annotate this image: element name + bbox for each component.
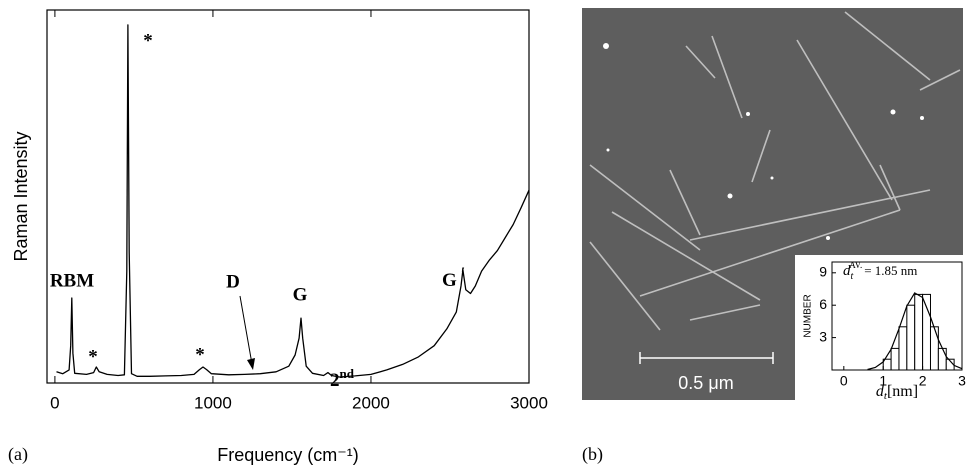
histogram-bar (929, 326, 939, 371)
plot-frame (46, 9, 530, 384)
y-tick-label: 6 (819, 296, 827, 312)
y-axis-label: NUMBER (803, 294, 814, 337)
x-axis-label: t (884, 390, 888, 402)
annotation: RBM (50, 270, 94, 291)
x-axis-label: dt[nm] (876, 383, 918, 402)
inset-annotation: dtAV. = 1.85 nm (843, 260, 917, 282)
annotation: G (442, 270, 457, 291)
arrow (239, 295, 253, 365)
particles (603, 43, 924, 240)
annotation: G (293, 284, 308, 305)
x-axis-label: d (876, 383, 885, 400)
annotation: 2 (330, 370, 340, 391)
annotation: D (226, 271, 240, 292)
nanotubes (589, 11, 961, 331)
y-tick-label: 3 (819, 328, 827, 344)
inset-annotation: d (843, 263, 851, 279)
histogram-bar (898, 326, 908, 371)
x-axis-label: [nm] (887, 383, 918, 400)
scale-label: 0.5 μm (678, 373, 733, 393)
annotation: * (195, 344, 205, 365)
annotation: * (143, 30, 153, 51)
x-tick-label: 3 (958, 373, 966, 389)
histogram-bar (914, 293, 924, 371)
arrow-head (247, 358, 255, 370)
histogram-bar (906, 304, 916, 371)
histogram-bar (937, 347, 947, 371)
panel-label: (b) (582, 444, 603, 465)
y-tick-label: 9 (819, 264, 827, 280)
x-tick-label: 2 (919, 373, 927, 389)
x-tick-label: 3000 (510, 393, 548, 412)
annotation: 2nd (330, 366, 355, 391)
x-axis-label: Frequency (cm⁻¹) (217, 445, 359, 465)
x-tick-label: 1 (879, 373, 887, 389)
inset-annotation: t (851, 271, 854, 282)
y-axis-label: Raman Intensity (11, 131, 31, 261)
inset-annotation: = 1.85 nm (864, 263, 917, 278)
annotation: * (88, 346, 98, 367)
spectrum-line (56, 24, 530, 378)
histogram-bar (890, 347, 900, 371)
inset-annotation: AV. (849, 260, 862, 270)
scale-bar (639, 352, 774, 364)
x-tick-label: 0 (840, 373, 848, 389)
x-tick-label: 2000 (352, 393, 390, 412)
x-tick-label: 0 (50, 393, 59, 412)
panel-label: (a) (8, 444, 28, 465)
fit-curve (867, 292, 963, 371)
annotation: nd (340, 366, 355, 381)
inset-frame (831, 261, 963, 371)
x-tick-label: 1000 (194, 393, 232, 412)
